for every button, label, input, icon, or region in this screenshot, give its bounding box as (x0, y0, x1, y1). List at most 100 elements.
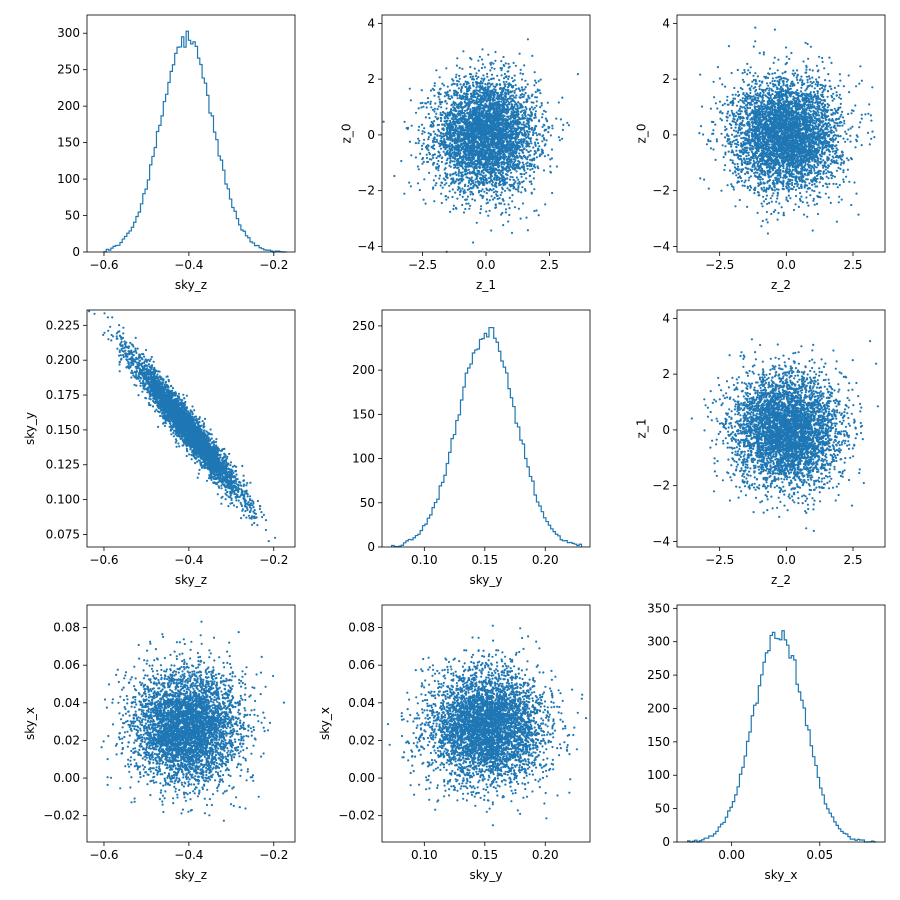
scatter-point (453, 153, 456, 157)
scatter-point (465, 81, 469, 84)
scatter-point (466, 93, 469, 96)
scatter-point (437, 95, 440, 98)
scatter-point (494, 173, 497, 176)
scatter-point (473, 90, 476, 93)
scatter-point (530, 142, 533, 145)
scatter-point (428, 171, 431, 174)
scatter-point (498, 137, 501, 140)
scatter-point (576, 73, 580, 76)
scatter-point (423, 178, 426, 181)
scatter-point (504, 208, 508, 211)
scatter-point (420, 123, 424, 126)
scatter-point (432, 130, 435, 133)
scatter-point (542, 137, 546, 140)
scatter-point (522, 101, 526, 104)
scatter-point (436, 162, 439, 166)
scatter-point (507, 75, 511, 78)
scatter-point (433, 153, 436, 156)
scatter-point (497, 165, 500, 168)
scatter-point (422, 142, 425, 145)
scatter-point (740, 137, 743, 140)
scatter-point (481, 85, 484, 88)
scatter-point (519, 94, 522, 97)
scatter-point (495, 84, 498, 87)
scatter-point (507, 203, 510, 206)
scatter-point (440, 157, 443, 160)
scatter-point (446, 116, 449, 119)
scatter-point (535, 132, 538, 135)
scatter-point (467, 185, 470, 188)
scatter-point (435, 138, 438, 141)
scatter-point (443, 135, 446, 138)
scatter-point (546, 101, 549, 104)
scatter-point (540, 102, 543, 105)
scatter-point (455, 173, 458, 177)
scatter-point (441, 110, 445, 114)
scatter-point (440, 117, 443, 120)
scatter-point (455, 146, 459, 149)
scatter-point (465, 131, 468, 134)
scatter-point (452, 207, 455, 211)
scatter-point (492, 62, 495, 65)
scatter-point (519, 110, 522, 114)
scatter-point (483, 77, 486, 80)
scatter-point (505, 112, 508, 115)
scatter-point (507, 62, 510, 65)
scatter-point (445, 198, 448, 201)
scatter-point (408, 181, 411, 184)
scatter-point (521, 157, 524, 160)
scatter-point (475, 123, 478, 126)
scatter-point (454, 191, 457, 194)
scatter-point (479, 139, 482, 142)
scatter-point (491, 117, 494, 120)
scatter-point (515, 148, 519, 151)
scatter-point (457, 131, 460, 134)
scatter-point (410, 124, 413, 127)
scatter-point (537, 148, 540, 152)
scatter-point (830, 87, 833, 91)
scatter-point (427, 101, 430, 104)
scatter-point (445, 114, 448, 117)
scatter-point (477, 114, 480, 117)
scatter-point (433, 161, 436, 164)
scatter-point (486, 140, 489, 143)
scatter-point (508, 196, 511, 199)
scatter-point (566, 121, 569, 124)
scatter-point (445, 143, 448, 146)
scatter-point (439, 103, 442, 106)
scatter-point (502, 80, 505, 84)
scatter-point (445, 67, 448, 70)
scatter-point (465, 118, 468, 121)
scatter-point (479, 91, 482, 94)
scatter-point (526, 38, 530, 41)
scatter-point (522, 95, 525, 98)
scatter-point (410, 154, 413, 157)
scatter-point (445, 102, 448, 105)
scatter-point (511, 84, 515, 88)
scatter-point (561, 128, 565, 131)
scatter-point (515, 94, 518, 97)
scatter-point (452, 106, 455, 109)
scatter-point (471, 81, 474, 84)
scatter-point (418, 139, 421, 142)
scatter-point (484, 174, 487, 177)
scatter-point (486, 182, 489, 185)
scatter-point (517, 160, 520, 163)
scatter-point (438, 93, 441, 96)
scatter-point (549, 134, 553, 137)
scatter-point (463, 170, 466, 173)
scatter-point (520, 191, 523, 194)
scatter-point (464, 151, 467, 154)
scatter-point (474, 130, 477, 133)
scatter-point (468, 156, 471, 159)
scatter-point (454, 109, 457, 112)
scatter-point (520, 86, 524, 89)
scatter-point (456, 92, 459, 95)
scatter-point (723, 168, 726, 172)
scatter-point (445, 182, 448, 185)
scatter-point (477, 119, 480, 122)
scatter-point (490, 105, 493, 108)
scatter-point (439, 147, 443, 150)
scatter-point (459, 83, 462, 86)
scatter-point (551, 127, 554, 130)
